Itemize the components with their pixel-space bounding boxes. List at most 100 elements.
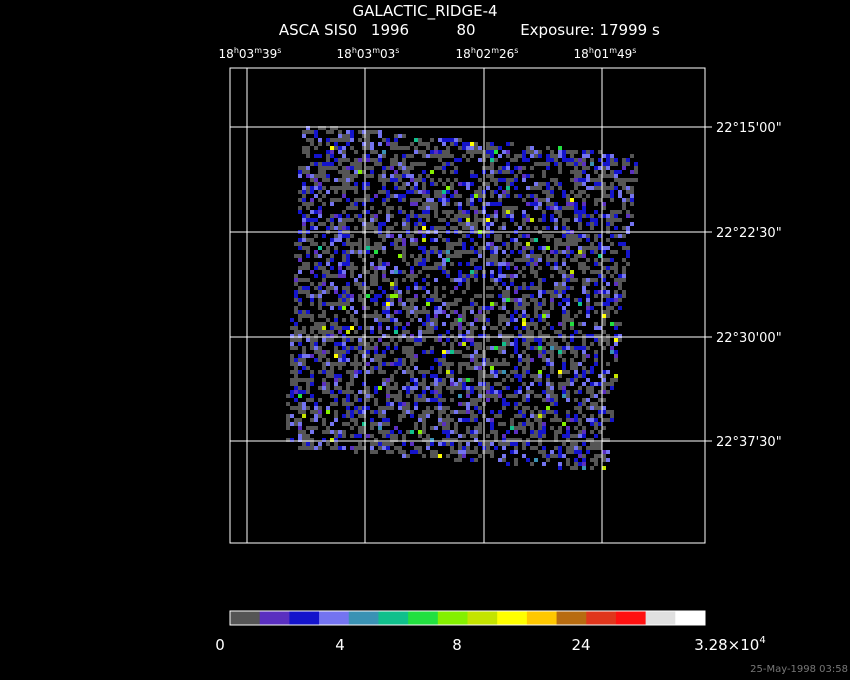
pixel <box>510 318 514 322</box>
pixel <box>518 250 522 254</box>
pixel <box>490 154 494 158</box>
pixel <box>590 386 594 390</box>
pixel <box>330 374 334 378</box>
pixel <box>362 270 366 274</box>
pixel <box>358 218 362 222</box>
ra-label-part: s <box>277 46 281 55</box>
pixel <box>542 226 546 230</box>
pixel <box>302 214 306 218</box>
pixel <box>314 346 318 350</box>
pixel <box>454 450 458 454</box>
pixel <box>598 186 602 190</box>
pixel <box>398 358 402 362</box>
pixel <box>498 394 502 398</box>
pixel <box>386 422 390 426</box>
pixel <box>442 266 446 270</box>
pixel <box>486 358 490 362</box>
pixel <box>406 338 410 342</box>
pixel <box>574 354 578 358</box>
pixel <box>574 346 578 350</box>
pixel <box>350 326 354 330</box>
pixel <box>418 382 422 386</box>
pixel <box>526 194 530 198</box>
pixel <box>590 186 594 190</box>
pixel <box>430 366 434 370</box>
pixel <box>586 370 590 374</box>
pixel <box>518 354 522 358</box>
pixel <box>298 434 302 438</box>
pixel <box>522 198 526 202</box>
pixel <box>410 318 414 322</box>
pixel <box>330 126 334 130</box>
pixel <box>550 206 554 210</box>
pixel <box>426 266 430 270</box>
pixel <box>562 274 566 278</box>
pixel <box>318 198 322 202</box>
pixel <box>366 306 370 310</box>
pixel <box>490 270 494 274</box>
pixel <box>498 170 502 174</box>
pixel <box>434 398 438 402</box>
pixel <box>562 334 566 338</box>
pixel <box>502 334 506 338</box>
pixel <box>338 226 342 230</box>
pixel <box>522 446 526 450</box>
pixel <box>354 190 358 194</box>
pixel <box>414 226 418 230</box>
pixel <box>314 162 318 166</box>
pixel <box>462 250 466 254</box>
pixel <box>350 446 354 450</box>
pixel <box>454 166 458 170</box>
pixel <box>354 398 358 402</box>
pixel <box>530 410 534 414</box>
pixel <box>478 254 482 258</box>
pixel <box>302 310 306 314</box>
pixel <box>398 134 402 138</box>
pixel <box>550 362 554 366</box>
pixel <box>358 294 362 298</box>
pixel <box>518 362 522 366</box>
pixel <box>546 186 550 190</box>
pixel <box>358 238 362 242</box>
pixel <box>538 378 542 382</box>
pixel <box>346 182 350 186</box>
pixel <box>458 378 462 382</box>
pixel <box>414 214 418 218</box>
pixel <box>414 342 418 346</box>
pixel <box>558 466 562 470</box>
pixel <box>590 158 594 162</box>
pixel <box>398 418 402 422</box>
pixel <box>422 170 426 174</box>
pixel <box>610 382 614 386</box>
pixel <box>546 386 550 390</box>
pixel <box>306 218 310 222</box>
pixel <box>310 354 314 358</box>
pixel <box>630 198 634 202</box>
pixel <box>582 250 586 254</box>
pixel <box>554 290 558 294</box>
pixel <box>458 242 462 246</box>
pixel <box>390 450 394 454</box>
pixel <box>610 418 614 422</box>
pixel <box>402 134 406 138</box>
pixel <box>506 394 510 398</box>
pixel <box>418 418 422 422</box>
pixel <box>402 226 406 230</box>
pixel <box>478 410 482 414</box>
pixel <box>418 258 422 262</box>
pixel <box>346 238 350 242</box>
pixel <box>418 214 422 218</box>
pixel <box>462 354 466 358</box>
pixel <box>598 150 602 154</box>
pixel <box>298 298 302 302</box>
pixel <box>346 134 350 138</box>
pixel <box>606 302 610 306</box>
pixel <box>422 154 426 158</box>
pixel <box>454 310 458 314</box>
pixel <box>514 414 518 418</box>
pixel <box>470 226 474 230</box>
pixel <box>582 214 586 218</box>
pixel <box>558 334 562 338</box>
pixel <box>574 406 578 410</box>
pixel <box>426 210 430 214</box>
